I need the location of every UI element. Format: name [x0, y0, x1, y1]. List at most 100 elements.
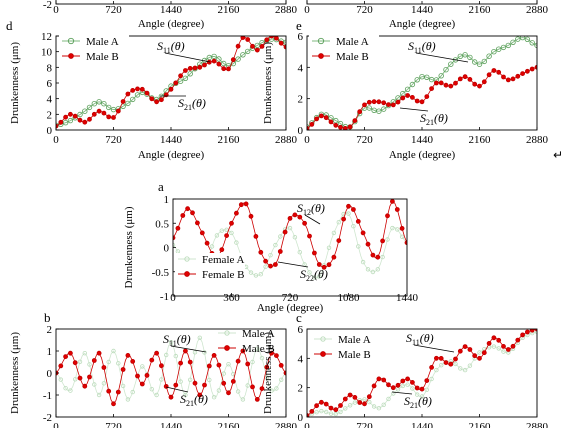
data-point [63, 386, 68, 391]
data-point [140, 364, 145, 369]
x-tick-label: 2160 [469, 4, 492, 16]
data-point [491, 335, 497, 341]
data-point [101, 110, 107, 116]
data-point [510, 76, 516, 82]
data-point [453, 80, 458, 86]
data-point [135, 86, 140, 92]
data-point [309, 408, 315, 414]
data-point [144, 90, 150, 96]
data-point [259, 44, 265, 49]
legend-swatch-marker [184, 271, 190, 277]
data-point [409, 81, 416, 88]
legend-entry: Male B [338, 349, 371, 361]
data-point [269, 350, 275, 356]
data-point [443, 82, 449, 88]
data-point [342, 396, 348, 402]
data-point [58, 363, 64, 369]
data-point [68, 350, 73, 356]
data-point [278, 40, 284, 46]
data-point [235, 358, 241, 364]
data-point [501, 349, 506, 354]
data-point [111, 401, 116, 407]
x-tick-label: 720 [105, 421, 122, 428]
data-point [238, 202, 244, 208]
data-point [352, 400, 358, 405]
data-point [226, 390, 231, 396]
data-point [462, 344, 468, 350]
data-point [443, 66, 449, 73]
data-point [149, 357, 155, 363]
data-point [135, 373, 140, 379]
data-point [220, 60, 227, 67]
plot-area-e [307, 36, 537, 130]
data-point [343, 406, 348, 411]
data-point [120, 383, 126, 389]
data-point [269, 388, 274, 393]
data-point [101, 100, 107, 107]
x-tick-label: 2880 [526, 421, 549, 428]
data-point [341, 216, 347, 222]
data-point [82, 351, 87, 356]
data-point [244, 48, 251, 55]
annotation-leader [391, 391, 413, 395]
data-point [312, 275, 317, 280]
data-point [245, 361, 251, 367]
data-point [202, 350, 207, 355]
x-axis-label: Angle (degree) [138, 18, 205, 30]
data-point [230, 57, 236, 63]
annotation-label: S11(θ) [163, 332, 191, 348]
data-point [197, 335, 202, 340]
data-point [458, 366, 463, 371]
data-point [529, 40, 535, 46]
panel-top-left: 0 720 1440 2160 2880 Angle (degree) -2 [43, 0, 298, 30]
data-point [158, 97, 164, 103]
y-tick-label: 0 [164, 243, 170, 255]
x-tick-label: 720 [282, 292, 299, 304]
data-point [352, 394, 358, 400]
legend-entry: Male A [338, 334, 371, 346]
series-line-c-0 [307, 331, 537, 416]
x-tick-label: 2880 [275, 4, 298, 16]
data-point [434, 367, 439, 373]
data-point [250, 384, 255, 390]
data-point [221, 371, 226, 376]
data-point [534, 329, 537, 335]
y-axis-label: Drunkenness (μm) [262, 332, 274, 414]
data-point [264, 364, 270, 370]
data-point [336, 219, 341, 225]
data-point [318, 113, 324, 119]
data-point [63, 354, 68, 360]
data-point [467, 347, 473, 352]
data-point [370, 269, 376, 275]
data-point [510, 343, 516, 349]
legend-b: Male A Male B [218, 328, 275, 355]
data-point [199, 230, 205, 236]
data-point [259, 386, 265, 392]
data-point [381, 106, 387, 112]
data-point [116, 361, 121, 366]
data-point [356, 244, 361, 249]
data-point [505, 42, 511, 49]
data-point [255, 346, 260, 351]
data-point [385, 213, 390, 219]
data-point [323, 401, 329, 407]
annotation-leader [170, 345, 207, 353]
data-point [287, 225, 293, 231]
data-point [347, 124, 353, 130]
data-point [400, 95, 406, 101]
data-point [287, 215, 293, 221]
data-point [405, 376, 411, 382]
data-point [91, 111, 97, 117]
data-point [234, 240, 239, 245]
data-point [125, 100, 131, 107]
data-point [250, 359, 255, 365]
legend-d: Male A Male B [59, 35, 129, 65]
data-point [357, 400, 363, 405]
data-point [390, 102, 396, 108]
data-point [87, 116, 92, 122]
data-point [77, 111, 83, 118]
data-point [405, 382, 410, 387]
y-tick-label: 2 [298, 383, 304, 395]
data-point [510, 39, 516, 45]
data-point [366, 105, 372, 111]
